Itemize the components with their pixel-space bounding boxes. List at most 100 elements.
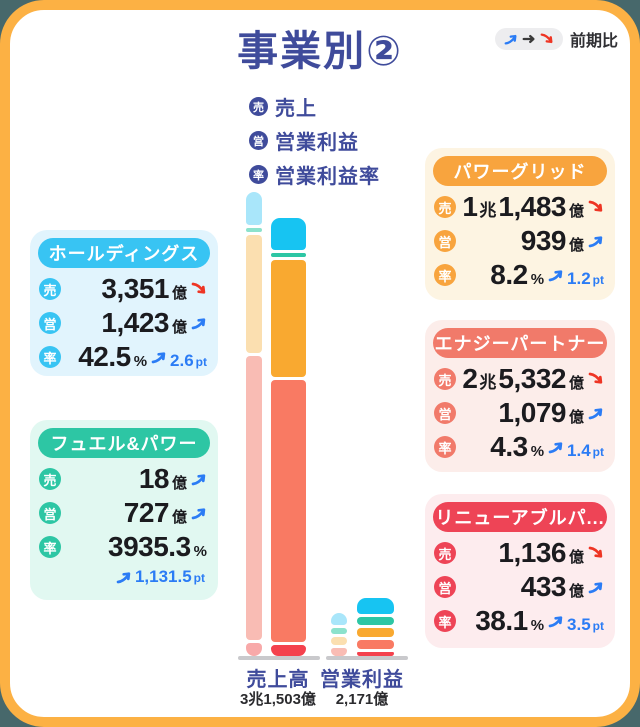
trend-arrow-icon — [588, 371, 604, 387]
metric-row: 営 433 億 — [434, 570, 604, 604]
metric-value: 4.3 — [490, 431, 528, 462]
delta-unit: pt — [195, 355, 207, 369]
metric-unit: 億 — [171, 319, 187, 336]
previous-period-legend: 前期比 — [494, 27, 618, 51]
metric-label: 売上 — [275, 98, 317, 120]
metric-unit: 億 — [171, 475, 187, 492]
metric-unit: % — [530, 443, 545, 460]
metric-value: 8.2 — [490, 259, 528, 290]
trend-arrow-icon — [191, 505, 207, 521]
metric-value: 5,332 — [498, 363, 566, 394]
metric-unit: 億 — [171, 509, 187, 526]
metric-legend-item: 営 営業利益 — [249, 126, 380, 155]
segment-card-power-grid: パワーグリッド 売 1 兆 1,483 億 営 939 億 率 8.2% 1.2 pt — [425, 148, 615, 300]
metric-unit: 兆 — [479, 201, 497, 220]
axis-baseline — [326, 656, 408, 660]
delta-value: 1,131.5 — [134, 567, 192, 586]
trend-arrow-icon — [588, 405, 604, 421]
delta-unit: pt — [592, 619, 604, 633]
metric-unit: % — [193, 543, 207, 560]
metric-chip-icon: 営 — [39, 502, 61, 524]
metric-chip-icon: 率 — [434, 436, 456, 458]
metric-chip-icon: 営 — [434, 576, 456, 598]
metric-value: 1 — [462, 191, 478, 222]
metric-row: 売 1,136 億 — [434, 536, 604, 570]
segment-card-energy-partner: エナジーパートナー 売 2 兆 5,332 億 営 1,079 億 率 4.3% 1.4 p… — [425, 320, 615, 472]
metric-value: 1,079 — [498, 397, 566, 428]
delta-unit: pt — [193, 571, 205, 585]
trend-arrow-icon — [548, 613, 564, 629]
axis-baseline — [238, 656, 320, 660]
metric-legend-item: 率 営業利益率 — [249, 160, 380, 189]
metric-value: 1,423 — [101, 307, 169, 338]
metric-row: 営 1,423 億 — [39, 306, 207, 340]
revenue-current-bar — [271, 218, 306, 656]
bar-segment-prev-1 — [331, 628, 347, 634]
metric-unit: 億 — [568, 409, 584, 426]
metric-label: 営業利益 — [275, 132, 359, 154]
metric-value: 727 — [123, 497, 170, 528]
trend-arrow-icon — [540, 32, 554, 46]
bar-segment-prev-0 — [246, 192, 262, 225]
metric-value: 939 — [520, 225, 567, 256]
metric-value: 42.5 — [78, 341, 131, 372]
metric-row: 売 3,351 億 — [39, 272, 207, 306]
metric-value: 38.1 — [475, 605, 528, 636]
metric-unit: 億 — [568, 375, 584, 392]
trend-arrow-icon — [504, 32, 518, 46]
profit-current-bar — [357, 598, 394, 656]
x-axis-label-profit: 営業利益 — [320, 669, 404, 691]
trend-arrow-icon — [548, 267, 564, 283]
profit-total: 2,171億 — [335, 691, 389, 708]
previous-period-label: 前期比 — [569, 33, 618, 50]
metric-row: 営 939 億 — [434, 224, 604, 258]
metric-chip-icon: 売 — [39, 278, 61, 300]
delta-value: 3.5 — [567, 615, 591, 634]
bar-segment-prev-3 — [331, 648, 347, 656]
bar-segment-curr-3 — [357, 640, 394, 649]
delta-unit: pt — [592, 445, 604, 459]
metric-chip-icon: 営 — [249, 131, 268, 150]
revenue-total: 3兆1,503億 — [240, 691, 316, 708]
metric-unit: 億 — [568, 237, 584, 254]
bar-segment-prev-2 — [331, 637, 347, 645]
x-axis-label-revenue: 売上高 — [246, 669, 310, 691]
trend-arrow-icon — [191, 315, 207, 331]
trend-arrow-icon — [116, 569, 132, 585]
metric-chip-icon: 営 — [39, 312, 61, 334]
bar-segment-curr-0 — [357, 598, 394, 614]
segment-card-holdings: ホールディングス 売 3,351 億 営 1,423 億 率 42.5% 2.6 pt — [30, 230, 218, 376]
metric-chip-icon: 率 — [434, 264, 456, 286]
delta-unit: pt — [592, 273, 604, 287]
card-title: フュエル&パワー — [38, 428, 210, 458]
delta-row: 1,131.5 pt — [43, 567, 205, 587]
bar-segment-curr-0 — [271, 218, 306, 250]
metric-value: 18 — [138, 463, 170, 494]
metric-legend-item: 売 売上 — [249, 92, 380, 121]
segment-card-renewable-power: リニューアブルパ... 売 1,136 億 営 433 億 率 38.1% 3.5 pt — [425, 494, 615, 648]
metric-value: 3,351 — [101, 273, 169, 304]
metric-value: 3935.3 — [108, 531, 191, 562]
metric-chip-icon: 売 — [434, 196, 456, 218]
bar-segment-curr-3 — [271, 380, 306, 642]
metric-chip-icon: 売 — [434, 542, 456, 564]
stacked-bar-chart — [238, 182, 418, 660]
bar-segment-curr-1 — [357, 617, 394, 625]
metric-chip-icon: 率 — [434, 610, 456, 632]
trend-arrow-icon — [548, 439, 564, 455]
metric-unit: 億 — [568, 203, 584, 220]
metric-row: 売 1 兆 1,483 億 — [434, 190, 604, 224]
metric-row: 率 38.1% 3.5 pt — [434, 604, 604, 638]
bar-segment-curr-2 — [357, 628, 394, 637]
card-title: リニューアブルパ... — [433, 502, 607, 532]
metric-value: 433 — [520, 571, 567, 602]
bar-segment-curr-2 — [271, 260, 306, 377]
delta-value: 1.2 — [567, 269, 591, 288]
trend-arrow-icon — [588, 233, 604, 249]
metric-chip-icon: 売 — [249, 97, 268, 116]
metric-row: 率 3935.3% — [39, 530, 207, 564]
card-title: ホールディングス — [38, 238, 210, 268]
metric-chip-icon: 営 — [434, 230, 456, 252]
metric-row: 売 18 億 — [39, 462, 207, 496]
metric-unit: 億 — [171, 285, 187, 302]
